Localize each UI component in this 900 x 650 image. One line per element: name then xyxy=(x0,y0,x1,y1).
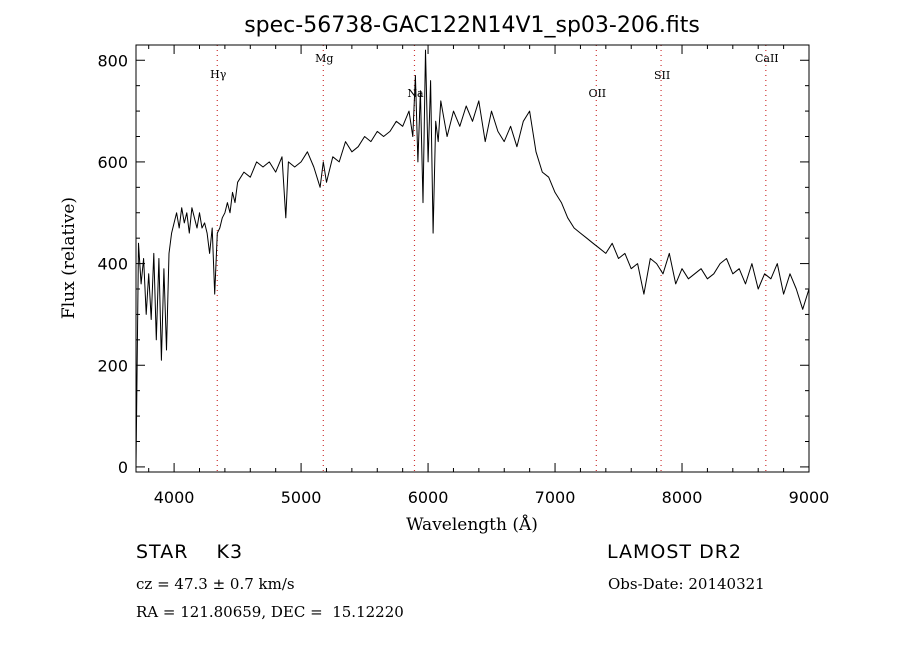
marker-label: SII xyxy=(654,69,670,82)
spectrum-series xyxy=(135,49,810,467)
spectrum-line xyxy=(135,49,810,467)
object-class: STAR K3 xyxy=(136,541,244,563)
chart-title: spec-56738-GAC122N14V1_sp03-206.fits xyxy=(244,13,700,38)
x-tick-label: 7000 xyxy=(535,488,576,507)
survey-name: LAMOST DR2 xyxy=(607,541,742,563)
y-tick-label: 600 xyxy=(97,153,128,172)
y-tick-label: 800 xyxy=(97,51,128,70)
x-tick-label: 9000 xyxy=(789,488,830,507)
marker-label: Hγ xyxy=(210,68,227,81)
marker-label: CaII xyxy=(755,52,779,65)
y-tick-label: 200 xyxy=(97,356,128,375)
plot-frame xyxy=(135,44,810,473)
x-tick-label: 8000 xyxy=(662,488,703,507)
observation-date: Obs-Date: 20140321 xyxy=(608,575,765,593)
y-tick-label: 0 xyxy=(118,458,128,477)
marker-label: OII xyxy=(588,87,606,100)
y-tick-label: 400 xyxy=(97,255,128,274)
x-tick-label: 6000 xyxy=(408,488,449,507)
axis-ticks: 4000 5000 6000 7000 8000 9000 0 200 400 600 800 xyxy=(97,45,829,507)
x-tick-label: 5000 xyxy=(281,488,322,507)
coordinates: RA = 121.80659, DEC = 15.12220 xyxy=(136,603,404,621)
x-axis-label: Wavelength (Å) xyxy=(406,514,538,535)
y-axis-label: Flux (relative) xyxy=(59,197,79,319)
redshift-velocity: cz = 47.3 ± 0.7 km/s xyxy=(136,575,295,593)
x-tick-label: 4000 xyxy=(154,488,195,507)
marker-label: Mg xyxy=(315,52,333,65)
